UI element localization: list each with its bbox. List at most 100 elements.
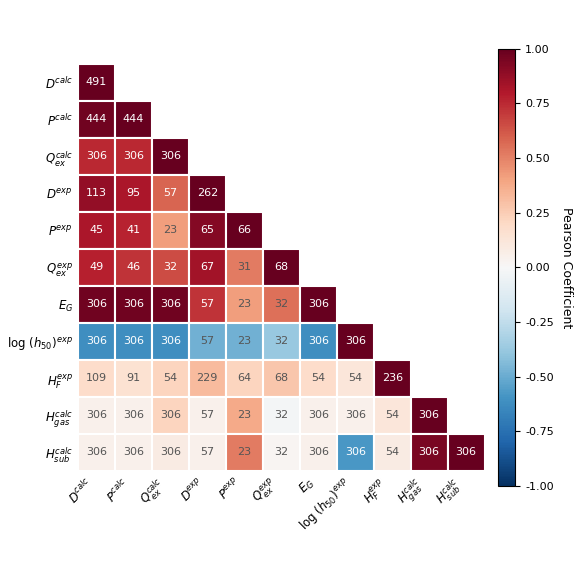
Bar [152, 138, 189, 175]
Bar [115, 397, 152, 434]
Text: 306: 306 [123, 447, 144, 457]
Text: 306: 306 [308, 299, 329, 309]
Text: 57: 57 [200, 336, 215, 346]
Text: 54: 54 [385, 447, 399, 457]
Bar [189, 397, 226, 434]
Bar [337, 360, 374, 397]
Text: 306: 306 [160, 447, 181, 457]
Bar [226, 397, 263, 434]
Text: 236: 236 [382, 374, 403, 383]
Bar [263, 434, 300, 471]
Bar [189, 360, 226, 397]
Bar [263, 286, 300, 323]
Text: 444: 444 [122, 114, 144, 125]
Text: 64: 64 [237, 374, 251, 383]
Text: 54: 54 [163, 374, 177, 383]
Text: 54: 54 [348, 374, 362, 383]
Bar [226, 434, 263, 471]
Text: 57: 57 [200, 410, 215, 420]
Bar [263, 397, 300, 434]
Bar [337, 323, 374, 360]
Text: 57: 57 [200, 299, 215, 309]
Bar [226, 249, 263, 286]
Text: 57: 57 [163, 188, 177, 198]
Text: 229: 229 [197, 374, 218, 383]
Bar [78, 138, 115, 175]
Text: 306: 306 [86, 299, 107, 309]
Bar [189, 323, 226, 360]
Text: 306: 306 [123, 336, 144, 346]
Text: 23: 23 [237, 410, 251, 420]
Bar [152, 360, 189, 397]
Text: 54: 54 [385, 410, 399, 420]
Text: 109: 109 [86, 374, 107, 383]
Text: 95: 95 [126, 188, 140, 198]
Bar [189, 249, 226, 286]
Text: 32: 32 [163, 262, 177, 273]
Bar [300, 397, 337, 434]
Text: 113: 113 [86, 188, 107, 198]
Text: 306: 306 [86, 336, 107, 346]
Text: 306: 306 [419, 447, 440, 457]
Bar [115, 323, 152, 360]
Bar [78, 323, 115, 360]
Bar [78, 212, 115, 249]
Text: 491: 491 [86, 78, 107, 88]
Text: 65: 65 [200, 226, 214, 235]
Bar [78, 360, 115, 397]
Text: 306: 306 [86, 410, 107, 420]
Bar [115, 138, 152, 175]
Text: 23: 23 [163, 226, 177, 235]
Bar [152, 212, 189, 249]
Text: 32: 32 [274, 299, 288, 309]
Bar [374, 434, 411, 471]
Text: 306: 306 [160, 151, 181, 161]
Text: 23: 23 [237, 299, 251, 309]
Bar [152, 323, 189, 360]
Text: 41: 41 [126, 226, 140, 235]
Text: 306: 306 [345, 447, 366, 457]
Bar [152, 397, 189, 434]
Bar [78, 286, 115, 323]
Bar [300, 434, 337, 471]
Bar [189, 175, 226, 212]
Bar [411, 434, 448, 471]
Text: 306: 306 [86, 447, 107, 457]
Bar [78, 397, 115, 434]
Bar [300, 286, 337, 323]
Text: 67: 67 [200, 262, 215, 273]
Text: 306: 306 [160, 299, 181, 309]
Text: 66: 66 [237, 226, 251, 235]
Text: 32: 32 [274, 336, 288, 346]
Bar [115, 286, 152, 323]
Text: 306: 306 [419, 410, 440, 420]
Bar [300, 323, 337, 360]
Text: 306: 306 [123, 299, 144, 309]
Text: 306: 306 [160, 336, 181, 346]
Bar [115, 101, 152, 138]
Text: 306: 306 [345, 336, 366, 346]
Bar [189, 434, 226, 471]
Text: 32: 32 [274, 447, 288, 457]
Text: 306: 306 [456, 447, 477, 457]
Bar [78, 434, 115, 471]
Bar [115, 434, 152, 471]
Bar [337, 397, 374, 434]
Text: 68: 68 [274, 262, 288, 273]
Bar [374, 360, 411, 397]
Bar [115, 360, 152, 397]
Bar [78, 101, 115, 138]
Bar [115, 249, 152, 286]
Text: 306: 306 [123, 151, 144, 161]
Bar [226, 360, 263, 397]
Bar [411, 397, 448, 434]
Bar [189, 286, 226, 323]
Bar [78, 249, 115, 286]
Y-axis label: Pearson Coefficient: Pearson Coefficient [560, 206, 573, 328]
Bar [152, 249, 189, 286]
Bar [78, 175, 115, 212]
Bar [226, 212, 263, 249]
Bar [226, 323, 263, 360]
Text: 262: 262 [197, 188, 218, 198]
Text: 306: 306 [308, 410, 329, 420]
